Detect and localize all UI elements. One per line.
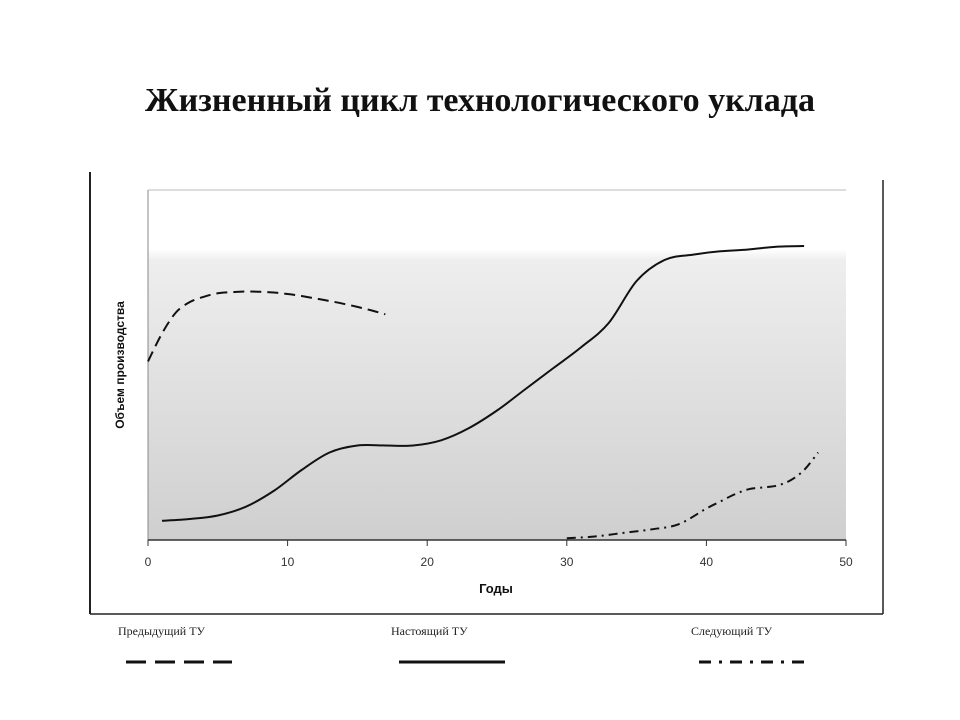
legend-label: Следующий ТУ: [691, 624, 773, 638]
y-axis-label: Объем производства: [113, 301, 127, 429]
x-tick-label: 30: [560, 555, 574, 569]
x-tick-label: 0: [145, 555, 152, 569]
legend-label: Предыдущий ТУ: [118, 624, 206, 638]
x-tick-label: 20: [421, 555, 435, 569]
series-line-dashdot: [566, 451, 819, 540]
legend-label: Настоящий ТУ: [391, 624, 468, 638]
x-tick-label: 50: [839, 555, 853, 569]
plot-background: [148, 190, 846, 540]
x-tick-label: 10: [281, 555, 295, 569]
series-line-dashed: [147, 290, 386, 362]
x-axis-label: Годы: [479, 581, 513, 596]
series-line-solid: [161, 245, 805, 522]
page-title: Жизненный цикл технологического уклада: [145, 82, 815, 119]
x-tick-label: 40: [700, 555, 714, 569]
